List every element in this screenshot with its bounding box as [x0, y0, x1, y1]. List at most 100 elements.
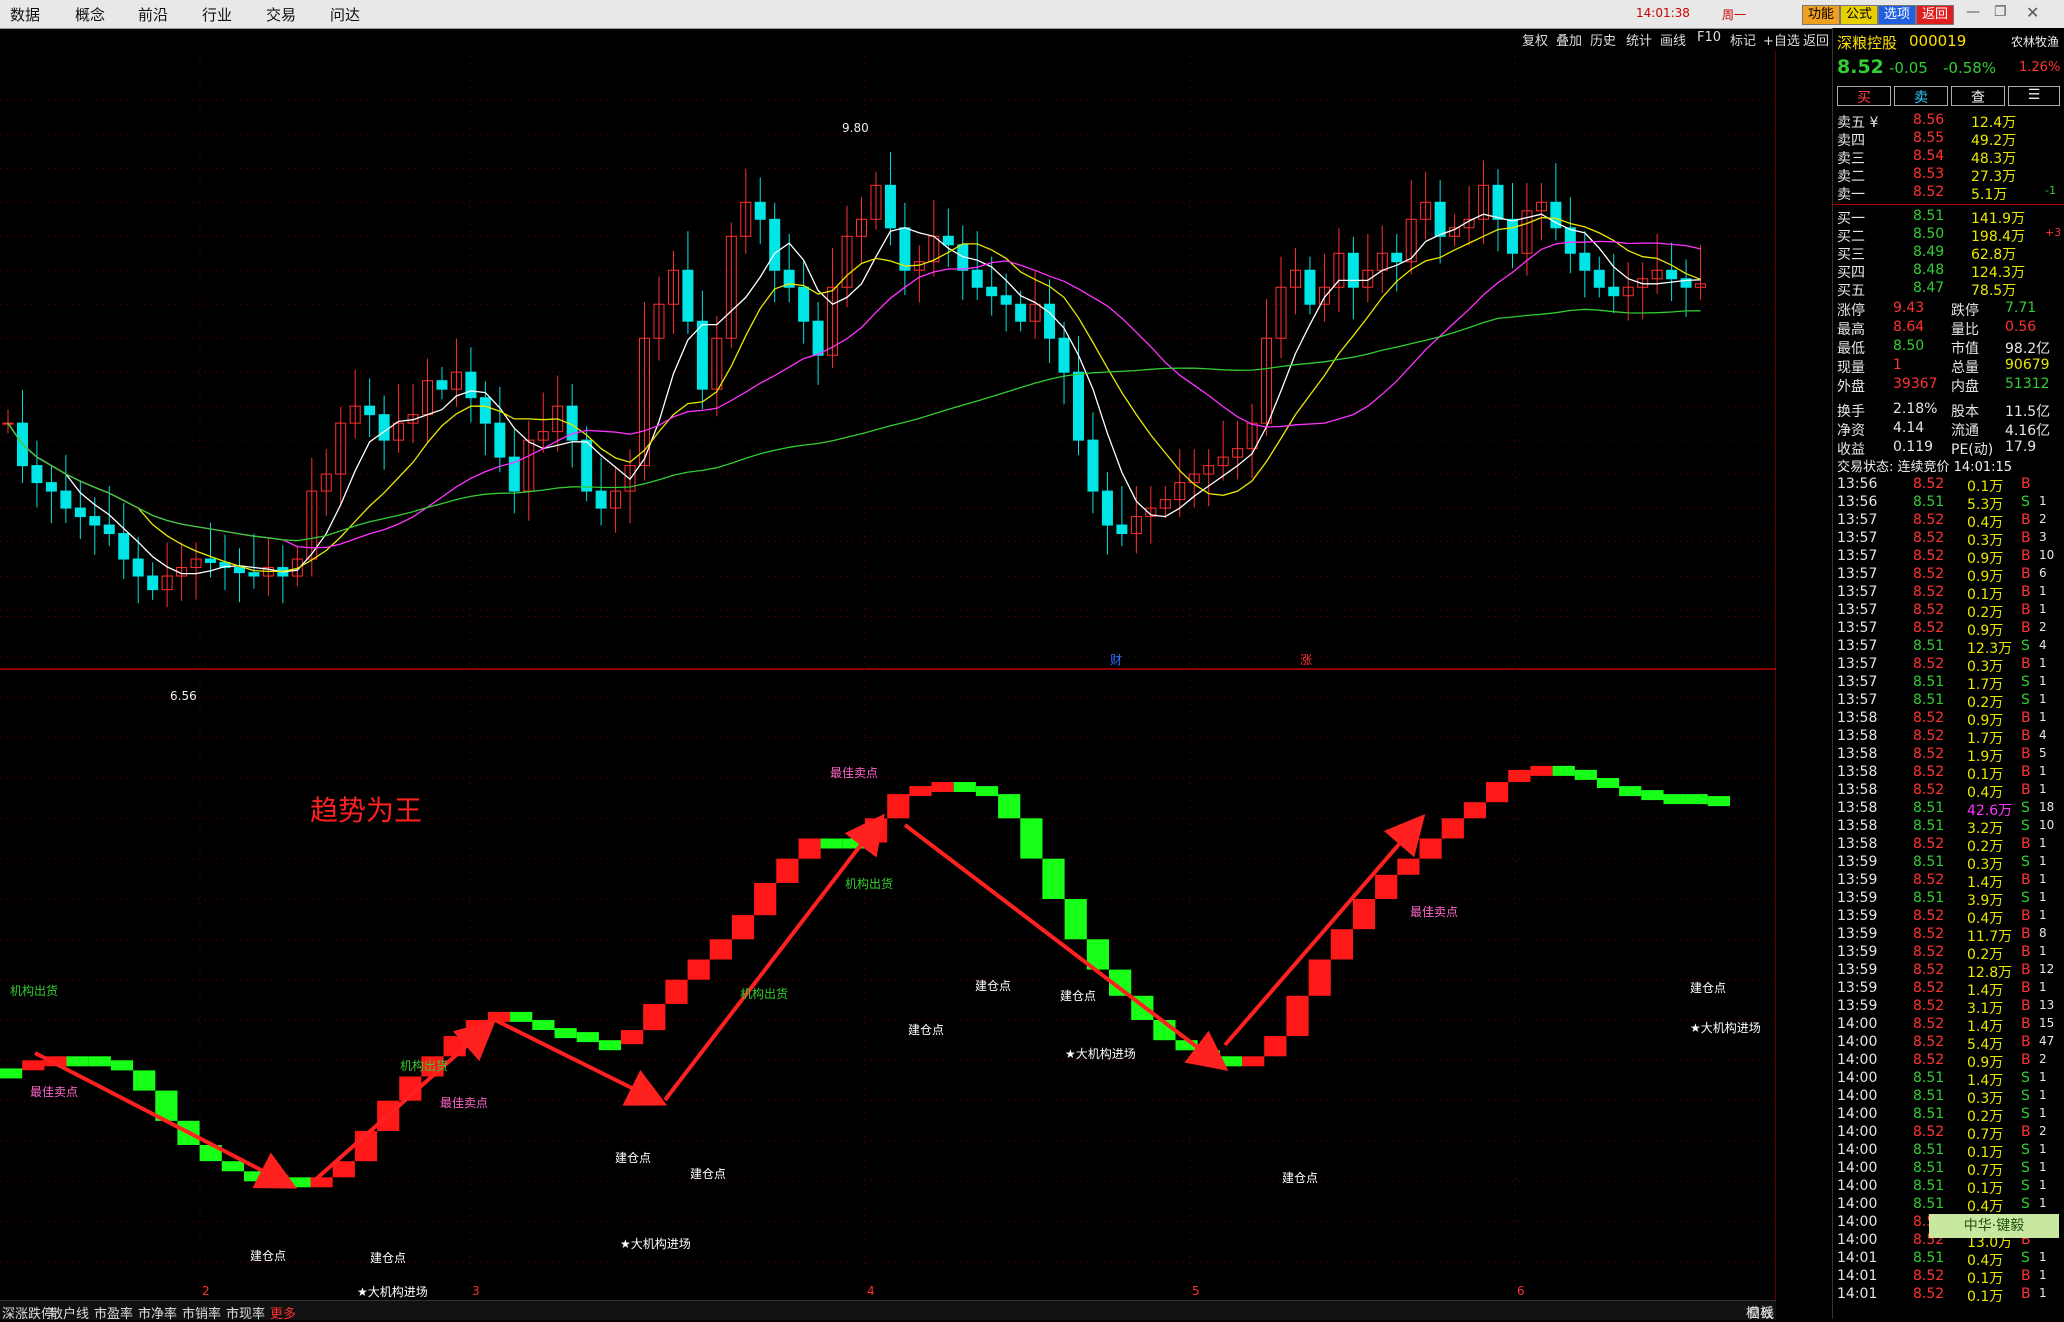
candle-body [624, 465, 636, 492]
tick-price: 8.52 [1913, 548, 1945, 564]
tick-price: 8.51 [1913, 800, 1945, 816]
candle-body [205, 558, 217, 563]
tick-row: 13:57 8.52 0.4万 B 2 [1833, 512, 2064, 531]
tick-side: B [2021, 1052, 2031, 1068]
tick-side: B [2021, 476, 2031, 492]
tick-volume: 3.2万 [1967, 821, 2004, 837]
tick-row: 13:57 8.52 0.9万 B 2 [1833, 620, 2064, 639]
menu-wenda[interactable]: 问达 [330, 6, 361, 24]
tab-pe[interactable]: 市盈率 [94, 1307, 134, 1322]
tick-price: 8.51 [1913, 818, 1945, 834]
tick-volume: 0.1万 [1967, 1271, 2004, 1287]
menu-icon[interactable]: ☰ [2008, 86, 2060, 106]
close-icon[interactable]: ✕ [2026, 3, 2040, 22]
candle-body [1550, 201, 1562, 229]
tick-count: 8 [2039, 926, 2047, 940]
tick-count: 47 [2039, 1034, 2055, 1048]
stat-value: 51312 [2005, 376, 2050, 392]
tick-row: 14:00 8.51 1.4万 S 1 [1833, 1070, 2064, 1089]
candle-body [1333, 252, 1345, 288]
tool-fuquan[interactable]: 复权 [1522, 34, 1549, 49]
menu-trade[interactable]: 交易 [266, 6, 297, 24]
tick-count: 1 [2039, 1196, 2047, 1210]
min-icon[interactable]: — [1966, 4, 1980, 20]
tool-overlay[interactable]: 叠加 [1556, 34, 1583, 49]
tick-volume: 0.3万 [1967, 857, 2004, 873]
tab-limit[interactable]: 深涨跌停 [2, 1307, 55, 1322]
restore-icon[interactable]: ❐ [1994, 4, 2007, 20]
tick-volume: 0.2万 [1967, 947, 2004, 963]
chart-area[interactable]: 9.609.409.209.008.808.608.408.208.007.80… [0, 50, 1829, 1322]
menu-frontier[interactable]: 前沿 [138, 6, 169, 24]
template-button[interactable]: 模 [1746, 1306, 1760, 1321]
candle-body [986, 286, 998, 297]
trend-block [1375, 874, 1398, 899]
tick-price: 8.51 [1913, 638, 1945, 654]
trade-buttons: 买 卖 查 ☰ [1837, 86, 2060, 106]
func-button[interactable]: 功能 [1802, 5, 1841, 25]
tick-row: 14:01 8.52 0.1万 B 1 [1833, 1286, 2064, 1305]
tick-volume: 0.1万 [1967, 1145, 2004, 1161]
candle-body [1391, 252, 1403, 263]
sell-button[interactable]: 卖 [1894, 86, 1948, 106]
menu-data[interactable]: 数据 [10, 6, 41, 24]
options-button[interactable]: 选项 [1878, 5, 1917, 25]
ask-volume: 12.4万 [1971, 115, 2017, 131]
trend-block [1064, 899, 1087, 940]
tick-count: 1 [2039, 872, 2047, 886]
bid-volume: 78.5万 [1971, 283, 2017, 299]
tool-add-watch[interactable]: +自选 [1763, 34, 1800, 49]
tick-count: 10 [2039, 818, 2055, 832]
back-button[interactable]: 返回 [1916, 5, 1955, 25]
price-change: -0.05 [1889, 59, 1928, 77]
tool-draw[interactable]: 画线 [1660, 34, 1687, 49]
tab-more[interactable]: 更多 [270, 1307, 297, 1322]
tick-price: 8.51 [1913, 674, 1945, 690]
period-label[interactable]: 日线 [1748, 1307, 1775, 1322]
sector-name[interactable]: 农林牧渔 [2011, 35, 2060, 49]
tick-count: 1 [2039, 854, 2047, 868]
candle-body [103, 524, 115, 535]
tool-return[interactable]: 返回 [1803, 34, 1830, 49]
tab-pcf[interactable]: 市现率 [226, 1307, 266, 1322]
tool-stats[interactable]: 统计 [1626, 34, 1653, 49]
tick-volume: 0.7万 [1967, 1163, 2004, 1179]
trend-arrow [313, 1019, 496, 1182]
tool-history[interactable]: 历史 [1590, 34, 1617, 49]
tick-row: 14:00 8.52 1.4万 B 15 [1833, 1016, 2064, 1035]
tick-row: 14:01 8.52 0.1万 B 1 [1833, 1268, 2064, 1287]
tick-price: 8.52 [1913, 908, 1945, 924]
bid-delta: +3 [2045, 226, 2062, 239]
tab-pb[interactable]: 市净率 [138, 1307, 178, 1322]
order-book: 卖五 ¥ 8.56 12.4万 卖四 8.55 49.2万 卖三 8.54 48.3万 卖二 8.5… [1833, 112, 2064, 299]
ask-price: 8.53 [1913, 166, 1945, 182]
buy-button[interactable]: 买 [1837, 86, 1891, 106]
candle-body [1506, 218, 1518, 254]
tool-mark[interactable]: 标记 [1730, 34, 1757, 49]
menu-industry[interactable]: 行业 [202, 6, 233, 24]
tick-row: 13:58 8.52 1.7万 B 4 [1833, 728, 2064, 747]
tick-volume: 0.3万 [1967, 659, 2004, 675]
tick-volume: 0.9万 [1967, 569, 2004, 585]
trend-block [1574, 769, 1597, 780]
board-button[interactable]: 板 [1760, 1306, 1774, 1321]
candle-body [711, 337, 723, 390]
tick-time: 13:59 [1837, 908, 1878, 924]
tab-ps[interactable]: 市销率 [182, 1307, 222, 1322]
candle-body [306, 490, 318, 560]
tick-count: 6 [2039, 566, 2047, 580]
tick-time: 13:58 [1837, 782, 1878, 798]
menu-concept[interactable]: 概念 [75, 6, 106, 24]
formula-button[interactable]: 公式 [1840, 5, 1879, 25]
candle-body [450, 371, 462, 390]
tick-row: 14:00 8.52 13.0万 B [1833, 1232, 2064, 1251]
bid-label: 买三 [1837, 247, 1865, 263]
candle-body [1246, 422, 1258, 450]
candle-body [769, 218, 781, 271]
tab-retail[interactable]: 散户线 [50, 1307, 90, 1322]
stat-row: 最高 8.64 量比 0.56 [1833, 319, 2064, 338]
tick-time: 13:59 [1837, 980, 1878, 996]
query-button[interactable]: 查 [1951, 86, 2005, 106]
tool-f10[interactable]: F10 [1697, 30, 1722, 45]
stat-label: 外盘 [1837, 379, 1865, 395]
